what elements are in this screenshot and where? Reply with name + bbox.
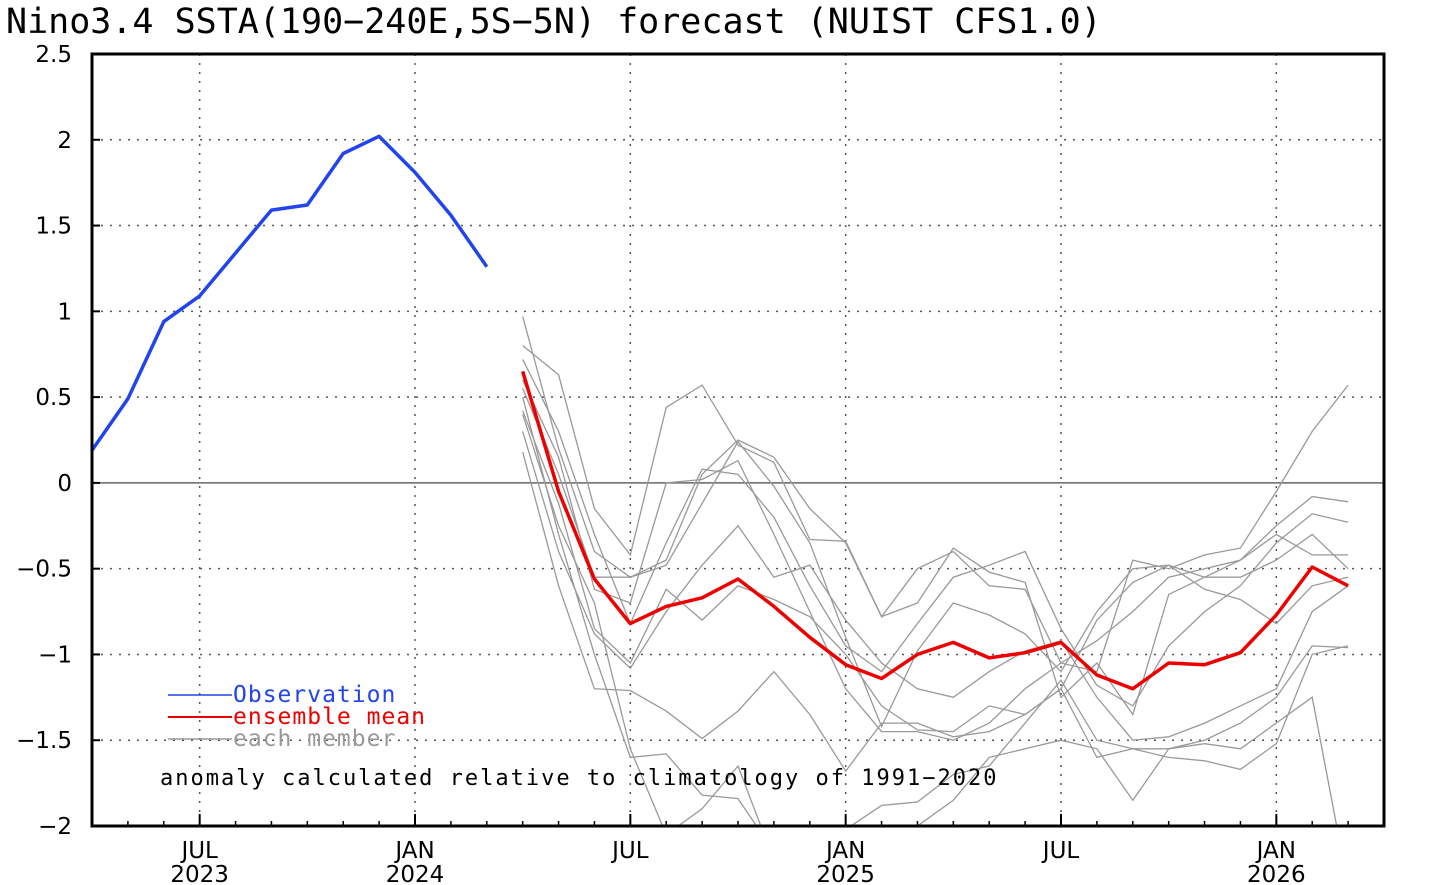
ensemble-mean-line xyxy=(521,370,1349,691)
member-line-10 xyxy=(522,414,1349,826)
grid xyxy=(92,54,1384,826)
legend-ensemble-mean-label: ensemble mean xyxy=(233,704,426,730)
member-line-6 xyxy=(522,410,1349,733)
y-tick-label: −2 xyxy=(38,814,72,840)
legend-each-member-label: each member xyxy=(233,726,396,752)
y-tick-label: 0.5 xyxy=(35,385,72,411)
y-tick-label: 1.5 xyxy=(35,214,72,240)
y-axis-ticks: 2.5 2 1.5 1 0.5 0 −0.5 −1 −1.5 −2 xyxy=(16,42,100,840)
legend: Observation ensemble mean each member xyxy=(168,682,426,752)
x-tick-month-label: JAN xyxy=(824,838,865,864)
y-tick-label: −0.5 xyxy=(16,557,72,583)
member-line-5 xyxy=(522,388,1349,729)
member-line-1 xyxy=(522,316,1349,673)
y-tick-label: 2.5 xyxy=(35,42,72,68)
ensemble-member-lines xyxy=(522,316,1349,826)
member-line-9 xyxy=(522,396,1338,826)
y-tick-label: −1.5 xyxy=(16,728,72,754)
x-tick-month-label: JAN xyxy=(393,838,434,864)
y-tick-label: −1 xyxy=(38,642,72,668)
member-line-7 xyxy=(522,431,1349,741)
chart-title: Nino3.4 SSTA(190−240E,5S−5N) forecast (N… xyxy=(6,2,1102,42)
plot-frame xyxy=(90,52,1386,828)
member-line-8 xyxy=(522,451,1349,773)
y-tick-label: 1 xyxy=(57,299,72,325)
x-tick-year-label: 2024 xyxy=(386,862,445,885)
legend-observation-label: Observation xyxy=(233,682,396,708)
y-tick-label: 0 xyxy=(57,471,72,497)
y-tick-label: 2 xyxy=(57,128,72,154)
member-line-4 xyxy=(522,379,1349,741)
member-line-2 xyxy=(522,345,1349,716)
x-tick-month-label: JUL xyxy=(1041,838,1080,864)
observation-line xyxy=(92,134,489,452)
x-tick-year-label: 2023 xyxy=(170,862,229,885)
x-tick-year-label: 2025 xyxy=(816,862,875,885)
x-tick-month-label: JAN xyxy=(1255,838,1296,864)
member-line-3 xyxy=(522,359,1349,707)
x-tick-month-label: JUL xyxy=(610,838,649,864)
main-series xyxy=(92,134,1349,691)
x-tick-year-label: 2026 xyxy=(1247,862,1306,885)
climatology-annotation: anomaly calculated relative to climatolo… xyxy=(160,766,998,791)
x-tick-month-label: JUL xyxy=(179,838,218,864)
